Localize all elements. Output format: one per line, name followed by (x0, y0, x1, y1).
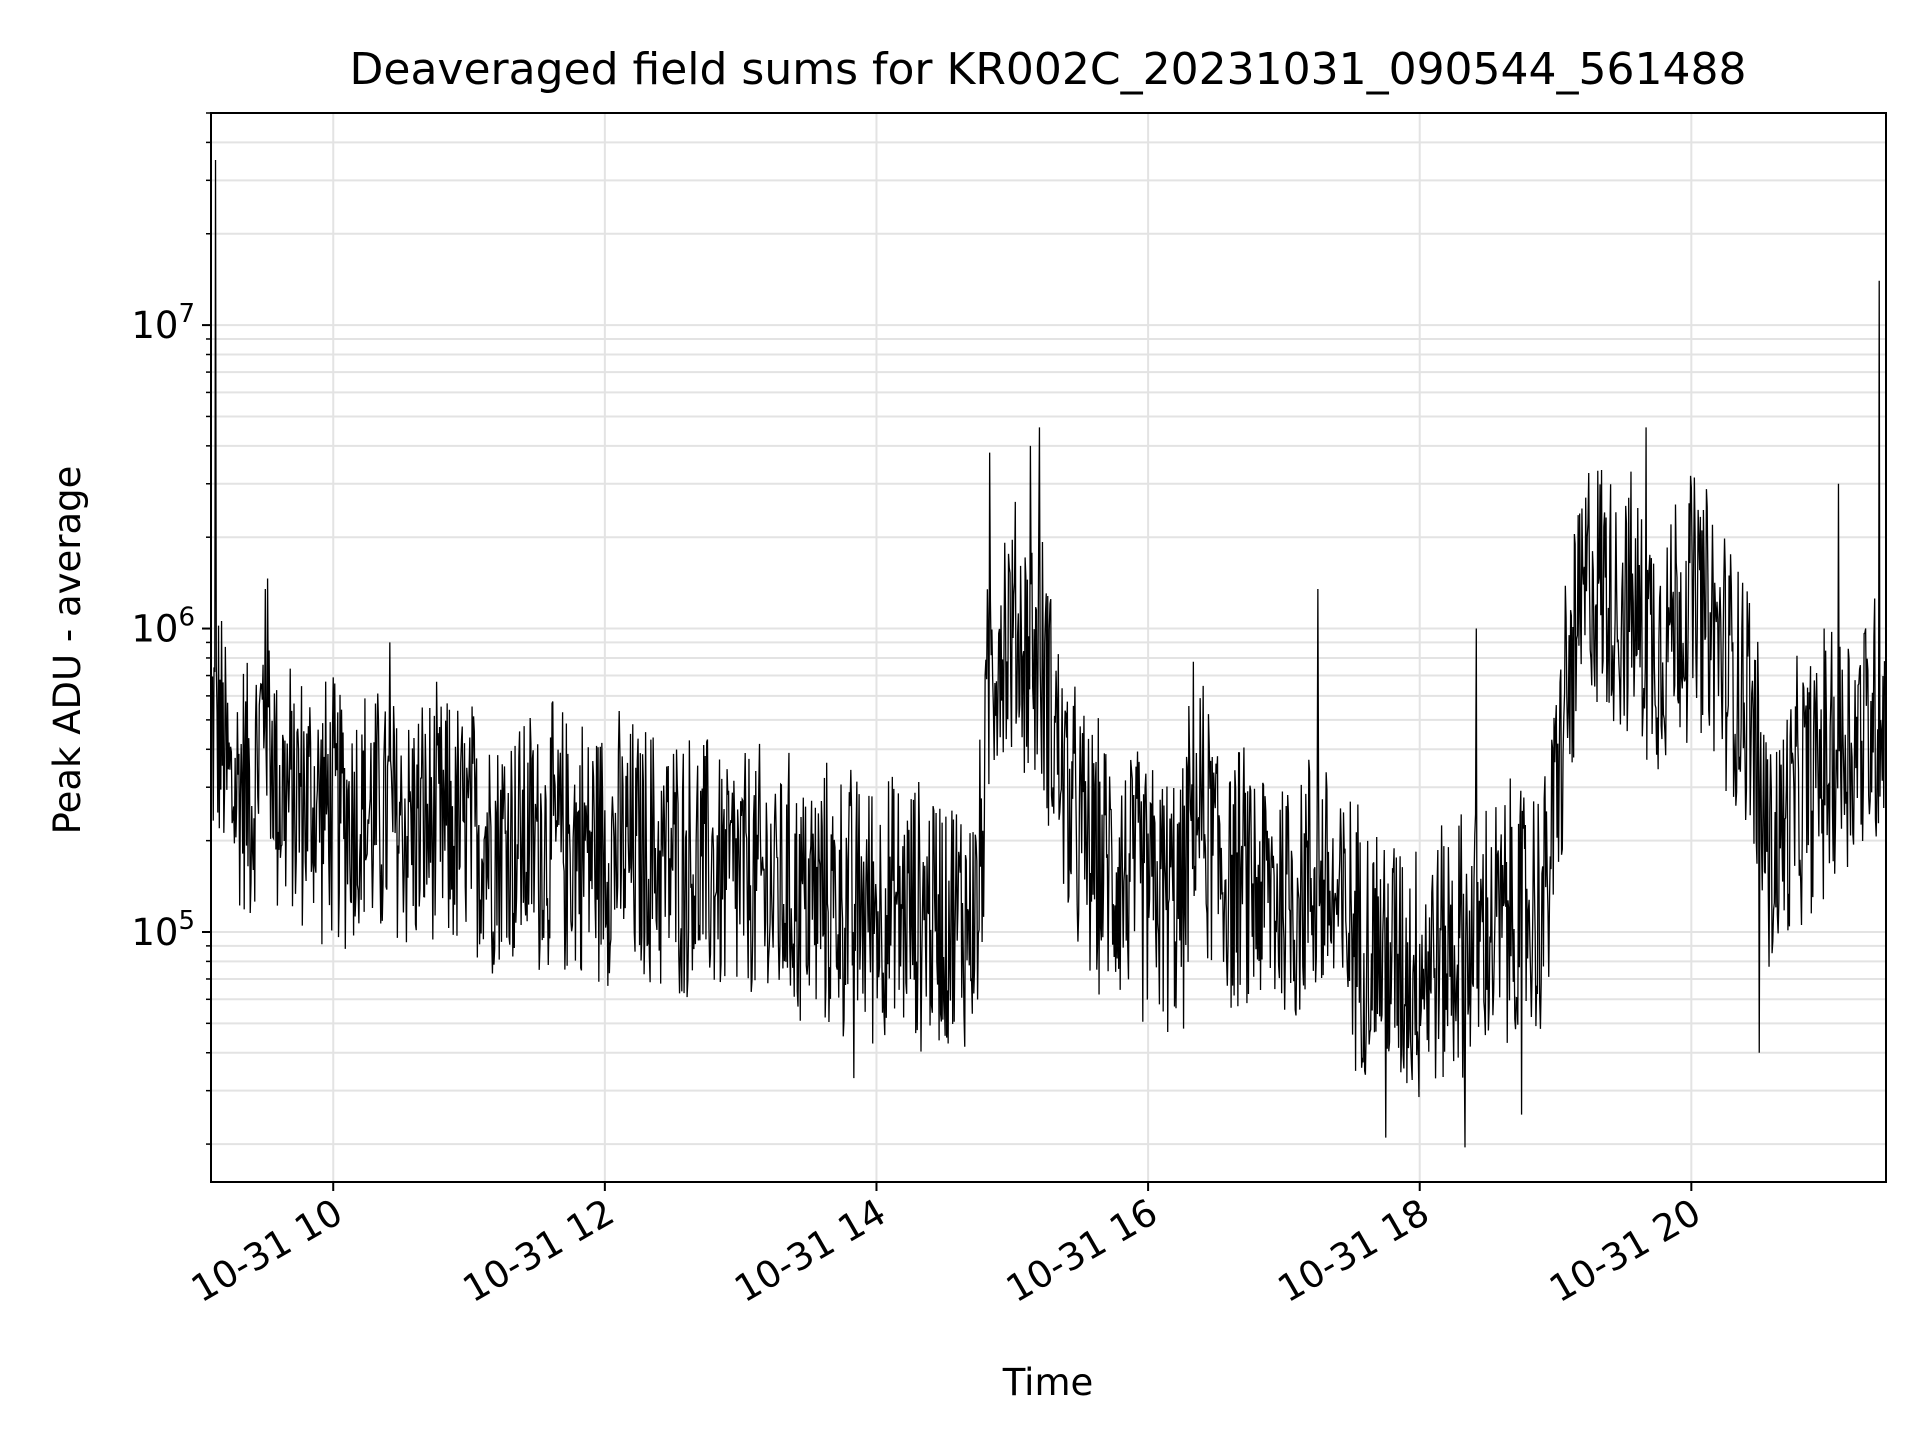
chart-title: Deaveraged field sums for KR002C_2023103… (350, 44, 1747, 95)
y-tick-label: 106 (131, 603, 195, 651)
plot-frame (210, 112, 1887, 1183)
y-tick-label: 105 (131, 906, 195, 954)
series-line (210, 159, 1887, 1148)
x-axis-label: Time (1002, 1361, 1094, 1404)
data-line (210, 159, 1887, 1148)
y-axis-label: Peak ADU - average (46, 466, 89, 835)
y-tick-label: 107 (131, 299, 195, 347)
